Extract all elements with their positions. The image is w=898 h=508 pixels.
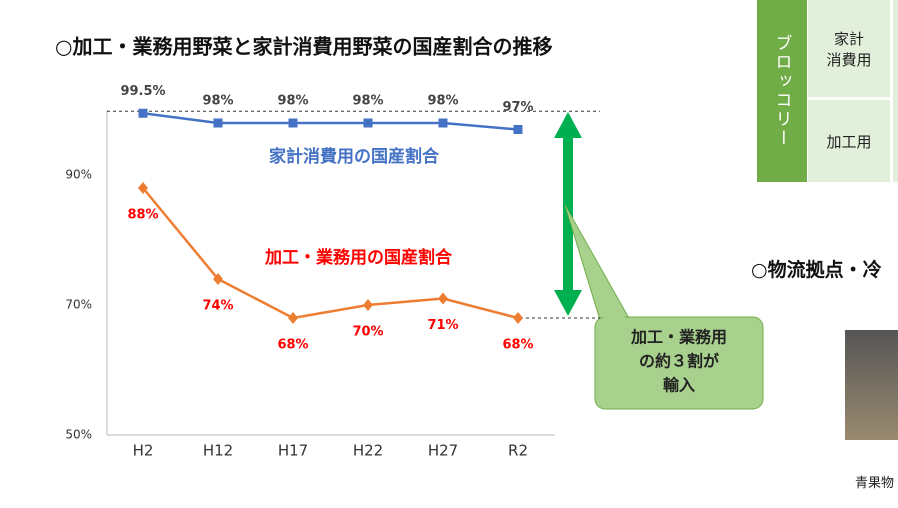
y-tick-label: 90%: [65, 168, 92, 182]
data-label: 98%: [427, 94, 458, 109]
photo: [845, 330, 898, 440]
x-tick-label: H17: [278, 442, 308, 460]
table-row: 家計 消費用: [808, 0, 890, 97]
callout-join: [566, 207, 626, 319]
x-tick-label: R2: [508, 442, 528, 460]
data-label: 68%: [277, 338, 308, 353]
data-label: 68%: [502, 338, 533, 353]
data-label: 71%: [427, 318, 458, 333]
y-tick-label: 50%: [65, 428, 92, 442]
marker: [513, 125, 523, 134]
table-row-text: 消費用: [826, 50, 872, 69]
callout-text: の約３割が: [639, 352, 719, 371]
series-line: [142, 187, 519, 320]
marker: [363, 299, 373, 311]
section-title: ○物流拠点・冷: [751, 259, 882, 281]
x-tick-label: H12: [203, 442, 233, 460]
callout-text: 加工・業務用: [630, 328, 727, 347]
marker: [513, 312, 523, 324]
marker: [138, 182, 148, 194]
data-label: 97%: [502, 100, 533, 115]
callout-text: 輸入: [663, 376, 695, 395]
x-tick-label: H22: [353, 442, 383, 460]
marker: [288, 118, 298, 128]
data-label: 88%: [127, 208, 158, 223]
data-label: 99.5%: [120, 84, 165, 99]
marker: [213, 273, 223, 285]
marker: [363, 118, 373, 128]
data-label: 70%: [352, 325, 383, 340]
data-label: 74%: [202, 299, 233, 314]
series-label: 加工・業務用の国産割合: [264, 247, 453, 268]
data-label: 98%: [277, 94, 308, 109]
x-tick-label: H2: [133, 442, 154, 460]
series-line: [142, 112, 519, 131]
x-tick-label: H27: [428, 442, 458, 460]
table-row: 加工用: [808, 100, 890, 182]
table-row-text: 家計: [833, 29, 864, 48]
marker: [438, 292, 448, 305]
y-tick-label: 70%: [65, 298, 92, 312]
data-label: 98%: [352, 94, 383, 109]
marker: [213, 118, 223, 128]
data-label: 98%: [202, 94, 233, 109]
series-label: 家計消費用の国産割合: [269, 146, 440, 167]
callout-box: [594, 316, 764, 410]
marker: [288, 312, 298, 324]
marker: [438, 118, 448, 128]
table-row-text: 加工用: [826, 132, 872, 151]
table-item: ブロッコリー: [757, 0, 807, 182]
chart-title: ○加工・業務用野菜と家計消費用野菜の国産割合の推移: [55, 35, 552, 59]
photo-caption: 青果物: [855, 476, 895, 491]
table-cell-edge: [893, 0, 898, 182]
marker: [138, 108, 148, 118]
